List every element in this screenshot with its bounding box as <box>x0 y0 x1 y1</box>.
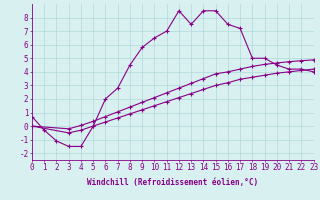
X-axis label: Windchill (Refroidissement éolien,°C): Windchill (Refroidissement éolien,°C) <box>87 178 258 187</box>
